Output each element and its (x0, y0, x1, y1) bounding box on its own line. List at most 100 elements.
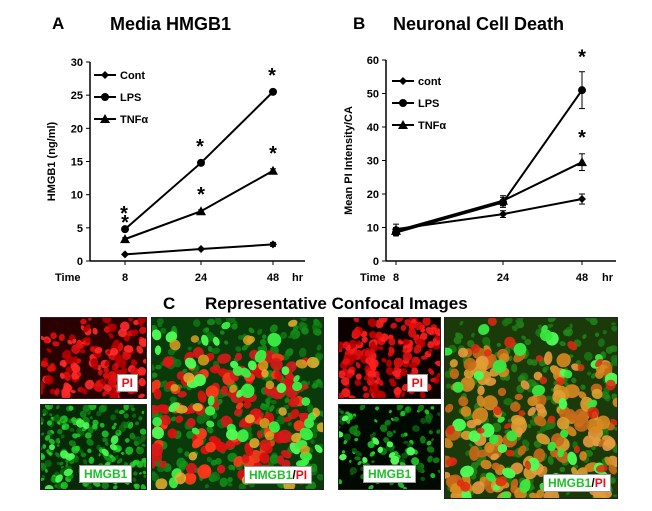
cell (556, 416, 570, 430)
cell (156, 404, 169, 413)
cell (134, 483, 140, 489)
cell (505, 449, 515, 457)
cell (83, 459, 88, 465)
hmgb1-label: HMGB1 (79, 465, 133, 483)
cell (445, 457, 458, 467)
cell (169, 396, 177, 403)
cell (186, 430, 195, 439)
cell (381, 357, 387, 363)
cell (468, 430, 481, 443)
chart-b-series-line-1 (395, 89, 583, 234)
cell (53, 414, 61, 423)
cell (569, 323, 573, 329)
cell (564, 384, 580, 399)
cell (44, 460, 52, 468)
cell (420, 328, 426, 333)
cell (284, 397, 290, 404)
cell (340, 376, 350, 386)
cell (138, 416, 143, 421)
cell (61, 425, 66, 430)
confocal-pi-image-2: PI (338, 317, 441, 399)
cell (187, 346, 192, 351)
cell (289, 396, 300, 406)
cell (369, 348, 375, 355)
cell (542, 366, 550, 371)
cell (565, 426, 577, 437)
cell (600, 391, 610, 400)
cell (521, 335, 527, 340)
cell (377, 446, 384, 453)
cell (432, 344, 440, 350)
cell (98, 369, 103, 376)
cell (88, 426, 94, 434)
cell (41, 432, 45, 436)
cell (389, 378, 395, 384)
cell (369, 330, 377, 338)
cell (154, 345, 162, 355)
cell (341, 415, 349, 422)
cell (484, 441, 495, 453)
cell (177, 391, 187, 398)
cell (80, 452, 87, 458)
cell (41, 335, 45, 341)
cell (107, 371, 117, 381)
cell (103, 367, 110, 374)
cell (138, 472, 142, 475)
cell (87, 448, 92, 454)
cell (184, 357, 197, 369)
cell (68, 440, 77, 447)
cell (118, 409, 125, 415)
cell (403, 440, 409, 445)
chart-b-y-tick-label: 50 (367, 89, 379, 101)
chart-b-legend-marker (399, 77, 407, 85)
cell (299, 445, 310, 455)
cell (50, 430, 55, 434)
cell (84, 379, 95, 390)
merge-label-pi: PI (594, 476, 607, 490)
cell (133, 471, 138, 476)
cell (79, 449, 84, 454)
cell (445, 403, 454, 413)
cell (280, 449, 292, 459)
cell (560, 429, 569, 439)
cell (61, 390, 71, 398)
cell (44, 468, 48, 473)
cell (495, 476, 508, 487)
cell (371, 451, 376, 455)
cell (229, 384, 238, 393)
chart-a-significance-star: * (196, 136, 204, 158)
cell (392, 430, 396, 434)
cell (295, 359, 308, 369)
cell (80, 318, 87, 325)
cell (425, 412, 434, 421)
cell (427, 348, 433, 354)
cell (216, 464, 226, 474)
cell (517, 445, 527, 456)
cell (489, 434, 499, 445)
cell (339, 453, 347, 461)
cell (71, 417, 77, 423)
chart-a-legend-label: LPS (120, 92, 141, 104)
cell (256, 430, 263, 439)
chart-b: 0 10 20 30 40 50 60 8 24 48 Time hr Mean PI Intensit… (343, 47, 616, 284)
cell (575, 360, 581, 366)
cell (573, 445, 580, 454)
cell (287, 421, 292, 427)
chart-a-y-tick-label: 25 (71, 90, 83, 102)
cell (56, 405, 60, 410)
cell (518, 410, 526, 417)
cell (353, 318, 360, 323)
cell (175, 405, 188, 414)
cell (476, 427, 485, 434)
cell (341, 388, 351, 398)
cell (206, 420, 215, 428)
chart-b-data-point (391, 225, 401, 235)
cell (566, 328, 573, 337)
cell (310, 439, 315, 444)
cell (86, 438, 94, 446)
cell (41, 380, 45, 390)
cell (515, 426, 523, 438)
cell (317, 382, 323, 388)
cell (288, 319, 298, 327)
cell (354, 437, 359, 442)
